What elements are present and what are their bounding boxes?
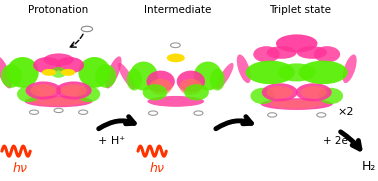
Text: H₂: H₂	[361, 160, 376, 173]
Ellipse shape	[177, 71, 205, 92]
Circle shape	[54, 108, 63, 113]
Text: + 2e⁻: + 2e⁻	[323, 136, 353, 146]
Text: $h\nu$: $h\nu$	[149, 161, 165, 175]
Ellipse shape	[270, 100, 323, 109]
Text: Intermediate: Intermediate	[144, 5, 211, 15]
Ellipse shape	[262, 83, 297, 101]
Ellipse shape	[56, 57, 84, 73]
Ellipse shape	[210, 69, 225, 90]
Ellipse shape	[61, 69, 75, 76]
Ellipse shape	[149, 79, 172, 95]
Circle shape	[170, 43, 180, 48]
Ellipse shape	[167, 54, 185, 62]
Ellipse shape	[261, 98, 333, 110]
Ellipse shape	[266, 86, 293, 99]
Ellipse shape	[30, 84, 57, 97]
Text: $h\nu$: $h\nu$	[12, 161, 29, 175]
Ellipse shape	[105, 56, 122, 89]
Ellipse shape	[32, 97, 85, 106]
Ellipse shape	[77, 86, 100, 102]
Ellipse shape	[318, 88, 343, 104]
Circle shape	[149, 111, 158, 115]
Ellipse shape	[95, 64, 116, 88]
Ellipse shape	[237, 54, 251, 83]
Ellipse shape	[33, 57, 61, 73]
Text: Protonation: Protonation	[28, 5, 89, 15]
Text: + H⁺: + H⁺	[98, 136, 125, 146]
Ellipse shape	[297, 46, 327, 59]
Ellipse shape	[127, 69, 142, 90]
Ellipse shape	[17, 86, 40, 102]
Ellipse shape	[342, 54, 357, 83]
Ellipse shape	[194, 62, 222, 90]
Ellipse shape	[146, 71, 175, 92]
Ellipse shape	[42, 69, 56, 76]
Ellipse shape	[253, 46, 280, 62]
Ellipse shape	[25, 81, 61, 100]
Ellipse shape	[143, 84, 167, 100]
Ellipse shape	[129, 62, 158, 90]
Ellipse shape	[184, 84, 209, 100]
Circle shape	[79, 110, 88, 114]
Ellipse shape	[60, 84, 87, 97]
Ellipse shape	[246, 61, 295, 84]
Circle shape	[81, 26, 93, 32]
Circle shape	[29, 110, 39, 114]
Ellipse shape	[266, 46, 297, 59]
Circle shape	[268, 113, 277, 117]
Text: ×2: ×2	[338, 107, 354, 117]
Ellipse shape	[0, 56, 12, 89]
Ellipse shape	[180, 79, 202, 95]
Text: Triplet state: Triplet state	[270, 5, 332, 15]
Ellipse shape	[251, 88, 275, 104]
Ellipse shape	[43, 53, 74, 66]
Ellipse shape	[147, 96, 204, 107]
Ellipse shape	[79, 57, 110, 88]
Ellipse shape	[25, 96, 93, 107]
Ellipse shape	[51, 67, 66, 78]
Ellipse shape	[299, 61, 348, 84]
Ellipse shape	[1, 64, 22, 88]
Ellipse shape	[276, 34, 318, 52]
Circle shape	[317, 113, 326, 117]
Circle shape	[194, 111, 203, 115]
Ellipse shape	[296, 83, 332, 101]
Ellipse shape	[6, 57, 39, 88]
Ellipse shape	[56, 81, 91, 100]
Ellipse shape	[301, 86, 327, 99]
Ellipse shape	[118, 63, 135, 89]
Ellipse shape	[216, 63, 234, 89]
Ellipse shape	[314, 46, 340, 62]
Ellipse shape	[278, 63, 316, 81]
